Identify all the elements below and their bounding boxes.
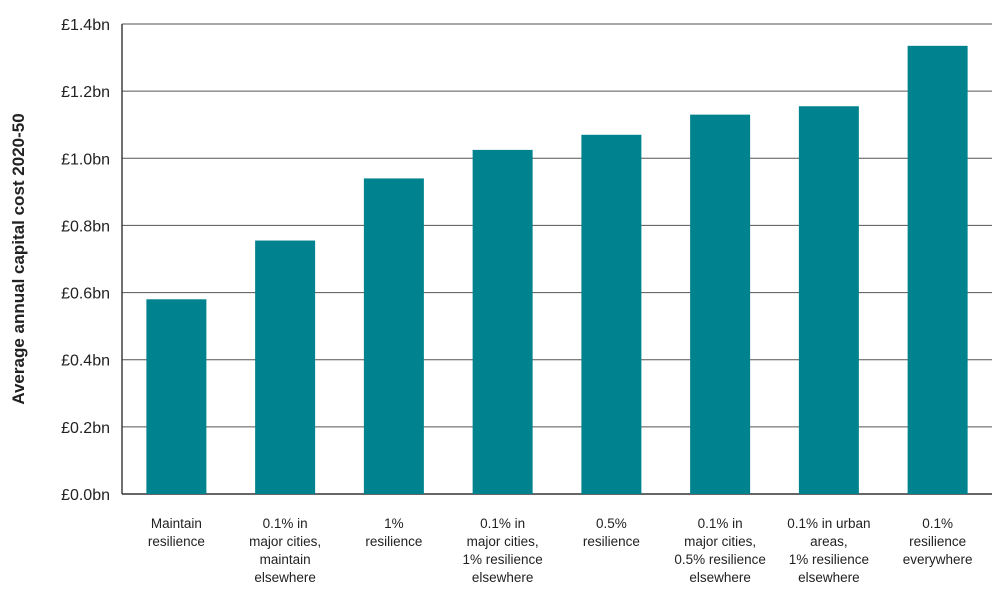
y-tick-label: £0.0bn xyxy=(61,487,110,504)
x-axis-categories: Maintain resilience 0.1% in major cities, ma… xyxy=(148,516,973,585)
x-category-label: 0.1% in major cities, maintain elsewhere xyxy=(249,516,321,585)
x-category-label: 0.1% in major cities, 0.5% resilience elsew… xyxy=(674,516,766,585)
y-axis-ticks: £0.0bn £0.2bn £0.4bn £0.6bn £0.8bn £1.0bn £1.2… xyxy=(61,17,110,504)
y-axis-label: Average annual capital cost 2020-50 xyxy=(9,113,28,404)
bar-7 xyxy=(907,45,968,494)
y-tick-label: £1.2bn xyxy=(61,84,110,101)
x-category-label: 0.1% in urban areas, 1% resilience elsewher… xyxy=(787,516,870,585)
bar-6 xyxy=(798,106,859,494)
y-tick-label: £0.4bn xyxy=(61,353,110,370)
gridlines xyxy=(122,23,992,495)
x-category-label: 1% resilience xyxy=(365,516,422,549)
y-tick-label: £0.8bn xyxy=(61,218,110,235)
x-category-label: Maintain resilience xyxy=(148,516,205,549)
x-category-label: 0.1% in major cities, 1% resilience elsewhe… xyxy=(462,516,542,585)
bar-4 xyxy=(581,134,642,495)
y-tick-label: £0.2bn xyxy=(61,420,110,437)
bar-2 xyxy=(363,178,424,494)
y-tick-label: £0.6bn xyxy=(61,286,110,303)
bars xyxy=(146,45,968,495)
y-tick-label: £1.0bn xyxy=(61,151,110,168)
bar-5 xyxy=(690,114,751,495)
x-category-label: 0.1% resilience everywhere xyxy=(903,516,973,567)
bar-1 xyxy=(255,240,316,494)
bar-0 xyxy=(146,299,207,494)
y-tick-label: £1.4bn xyxy=(61,17,110,34)
x-category-label: 0.5% resilience xyxy=(583,516,640,549)
bar-3 xyxy=(472,149,533,494)
